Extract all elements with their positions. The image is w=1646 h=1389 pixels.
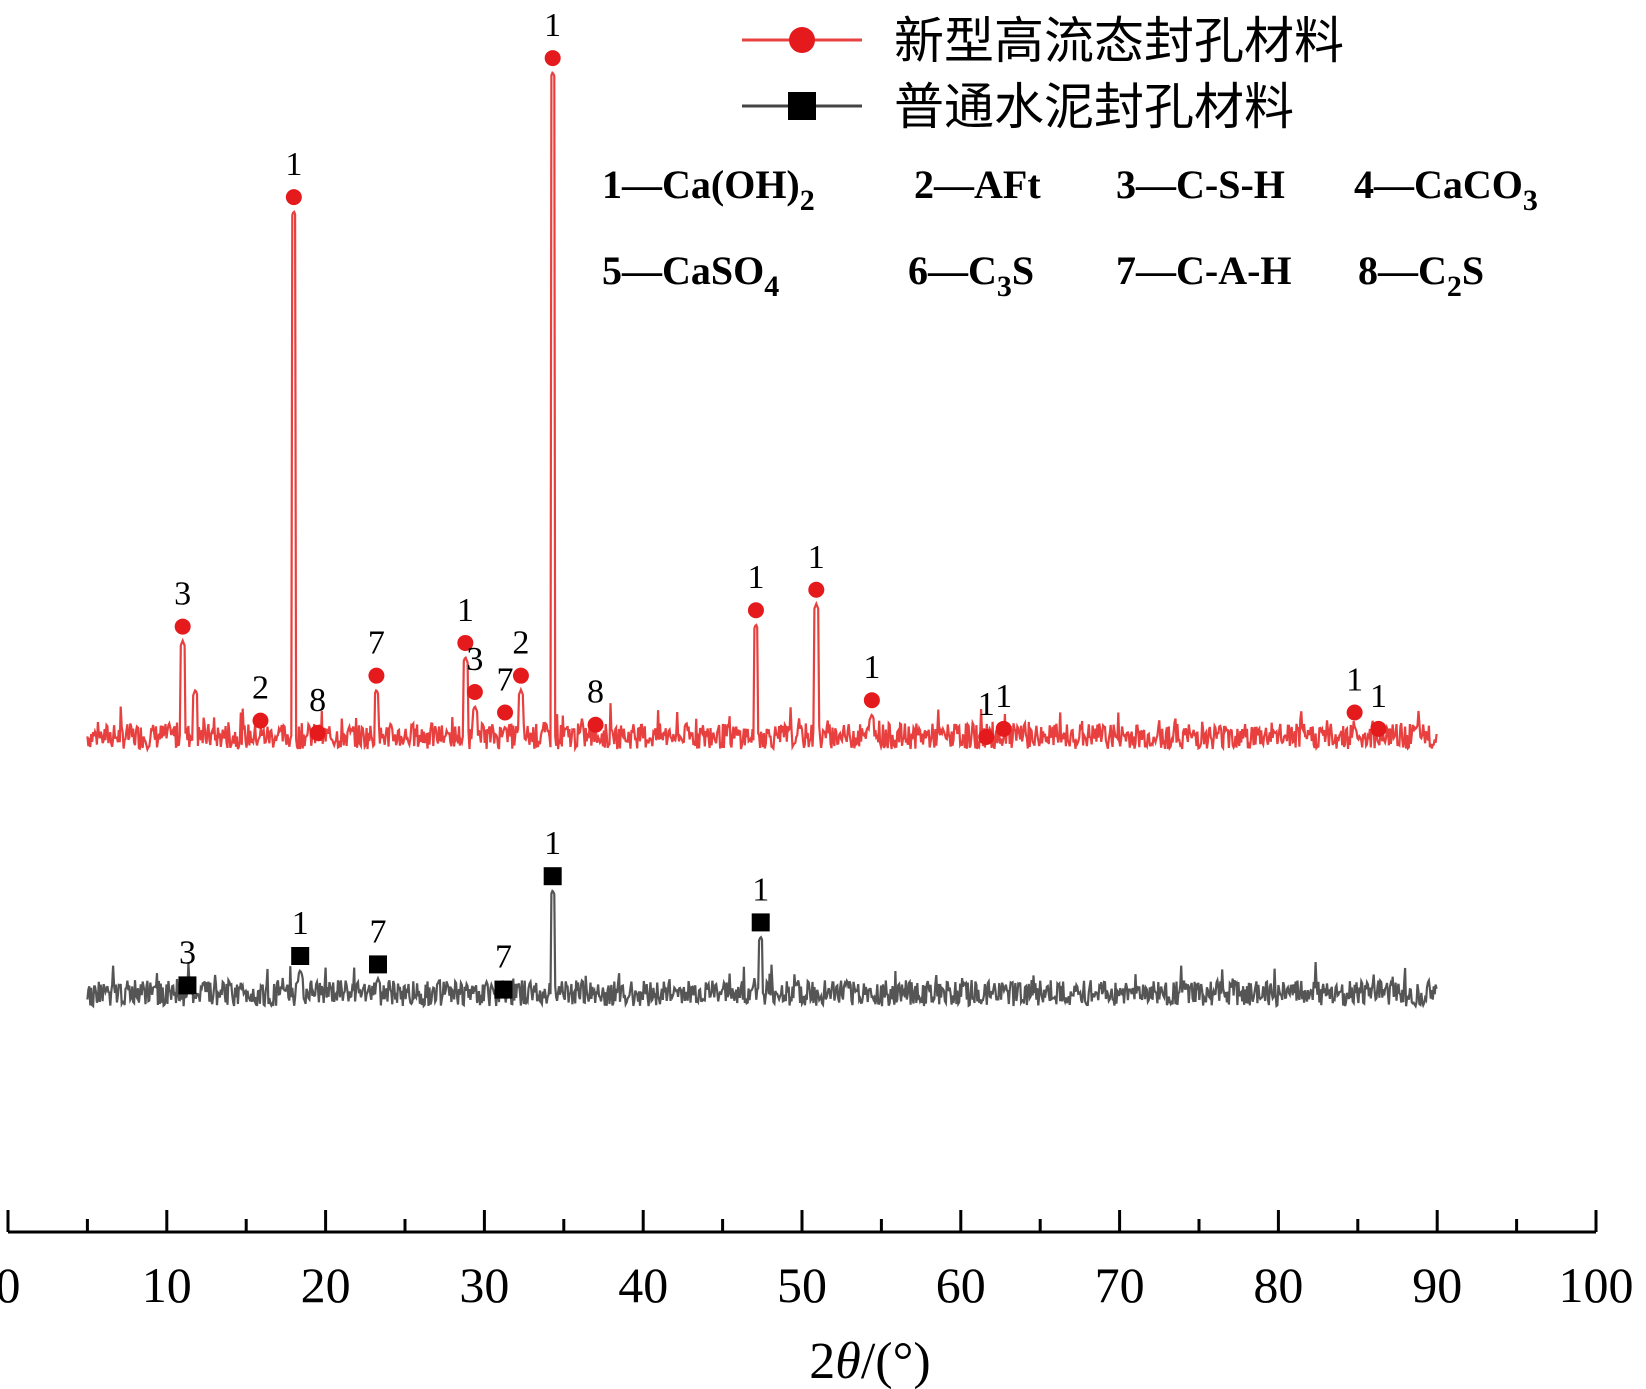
legend-label-new: 新型高流态封孔材料	[894, 12, 1344, 70]
peak-label: 7	[497, 661, 514, 698]
x-axis: 0 10 20 30 40 50 60 70 80 90 100	[0, 1210, 1634, 1313]
peak-marker	[252, 712, 269, 729]
x-tick-label: 100	[1559, 1257, 1634, 1313]
peak-marker	[1370, 720, 1387, 737]
peak-marker	[751, 913, 770, 932]
legend: 新型高流态封孔材料 普通水泥封孔材料	[742, 12, 1344, 136]
peak-marker	[512, 667, 529, 684]
peak-label: 1	[457, 592, 474, 629]
peak-marker	[544, 50, 561, 67]
peak-marker	[1346, 704, 1363, 721]
peak-label: 1	[292, 905, 309, 942]
legend-item-new: 新型高流态封孔材料	[742, 12, 1344, 70]
x-tick-label: 70	[1095, 1257, 1145, 1313]
x-tick-label: 20	[301, 1257, 351, 1313]
x-tick-label: 10	[142, 1257, 192, 1313]
x-tick-label: 80	[1253, 1257, 1303, 1313]
peak-marker	[978, 729, 995, 746]
peak-marker	[808, 581, 825, 598]
peak-label: 1	[747, 559, 764, 596]
phase-entry: 2—AFt	[914, 162, 1041, 207]
peak-label: 3	[174, 576, 191, 613]
peak-label: 7	[370, 913, 387, 950]
legend-marker-old	[788, 92, 816, 120]
x-tick-label: 50	[777, 1257, 827, 1313]
peak-marker	[369, 955, 388, 974]
peak-label: 2	[512, 625, 529, 662]
peak-label: 8	[309, 682, 326, 719]
peak-marker	[368, 667, 385, 684]
legend-label-old: 普通水泥封孔材料	[894, 78, 1294, 136]
legend-marker-new	[789, 27, 815, 53]
peak-label: 1	[978, 686, 995, 723]
peak-label: 1	[544, 825, 561, 862]
phase-entry: 1—Ca(OH)2	[602, 162, 815, 217]
peak-label: 1	[752, 871, 769, 908]
peak-label: 1	[1346, 661, 1363, 698]
peak-marker	[466, 684, 483, 701]
phase-entry: 8—C2S	[1358, 248, 1484, 303]
plot-area	[86, 71, 1438, 1009]
peak-label: 3	[179, 934, 196, 971]
x-tick-label: 0	[0, 1257, 21, 1313]
peak-marker	[457, 634, 474, 651]
peak-label: 1	[285, 146, 302, 183]
phase-entry: 6—C3S	[908, 248, 1034, 303]
peak-marker	[543, 867, 562, 886]
x-tick-label: 30	[459, 1257, 509, 1313]
peak-marker	[863, 692, 880, 709]
x-tick-label: 40	[618, 1257, 668, 1313]
x-tick-label: 60	[936, 1257, 986, 1313]
peak-label: 1	[808, 539, 825, 576]
phase-key: 1—Ca(OH)2 2—AFt 3—C-S-H 4—CaCO3 5—CaSO4 …	[602, 162, 1538, 303]
peak-marker	[995, 720, 1012, 737]
peak-marker	[174, 618, 191, 635]
peak-marker	[747, 602, 764, 619]
peak-label: 1	[995, 678, 1012, 715]
peak-marker	[178, 976, 197, 995]
x-tick-label: 90	[1412, 1257, 1462, 1313]
peak-label: 2	[252, 670, 269, 707]
peak-marker	[497, 704, 514, 721]
x-axis-label: 2θ/(°)	[809, 1333, 930, 1389]
peak-label: 8	[587, 674, 604, 711]
phase-entry: 4—CaCO3	[1354, 162, 1538, 217]
peak-label: 3	[466, 641, 483, 678]
series-line	[86, 889, 1438, 1009]
phase-entry: 3—C-S-H	[1116, 162, 1285, 207]
peak-label: 1	[1370, 678, 1387, 715]
legend-item-old: 普通水泥封孔材料	[742, 78, 1294, 136]
peak-marker	[309, 724, 326, 741]
peak-marker	[285, 189, 302, 206]
peak-label: 1	[544, 7, 561, 44]
peak-label: 1	[863, 649, 880, 686]
peak-marker	[587, 716, 604, 733]
phase-entry: 7—C-A-H	[1116, 248, 1292, 293]
peak-label: 7	[495, 939, 512, 976]
peak-label: 7	[368, 625, 385, 662]
peak-marker	[494, 980, 513, 999]
peak-marker	[291, 947, 310, 965]
phase-entry: 5—CaSO4	[602, 248, 779, 303]
